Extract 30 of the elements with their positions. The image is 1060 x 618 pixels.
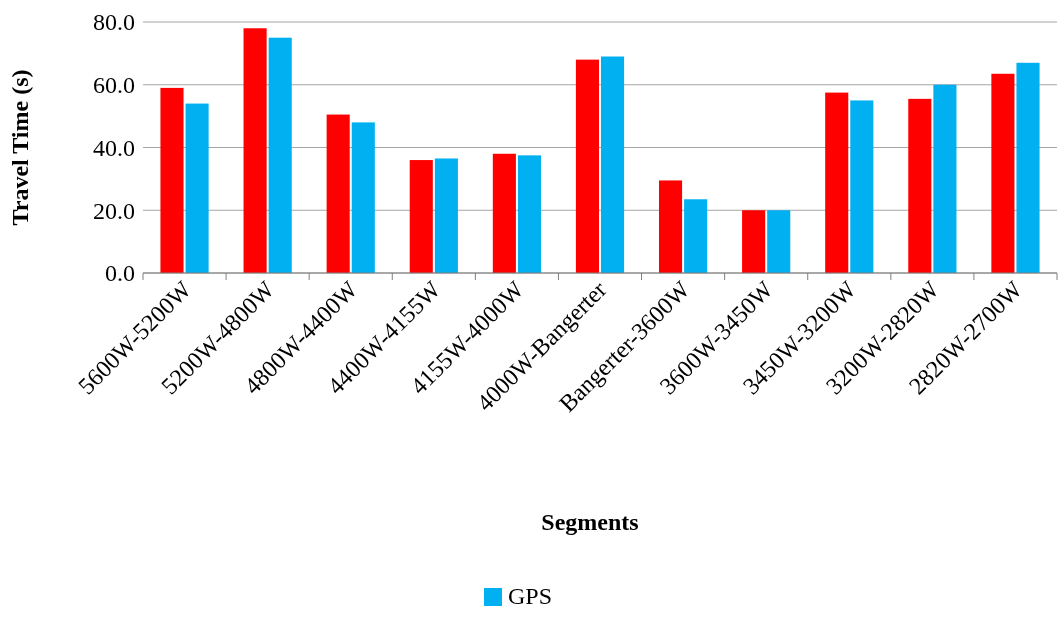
bar bbox=[933, 84, 957, 273]
bar bbox=[351, 122, 375, 273]
bar bbox=[492, 153, 516, 273]
y-tick-label: 40.0 bbox=[93, 134, 135, 161]
bar bbox=[243, 28, 267, 273]
bar bbox=[409, 160, 433, 273]
y-tick-label: 80.0 bbox=[93, 9, 135, 36]
bar bbox=[160, 87, 184, 273]
bar bbox=[684, 199, 708, 273]
y-axis-title: Travel Time (s) bbox=[7, 69, 33, 226]
bar bbox=[185, 103, 209, 273]
bar bbox=[1016, 62, 1040, 273]
bar bbox=[575, 59, 599, 273]
bar bbox=[601, 56, 625, 273]
bar bbox=[991, 73, 1015, 273]
x-axis-title: Segments bbox=[541, 509, 639, 535]
bar bbox=[850, 100, 874, 273]
legend-label: GPS bbox=[508, 583, 553, 609]
bar bbox=[742, 210, 766, 273]
bar bbox=[517, 155, 542, 273]
y-tick-label: 0.0 bbox=[105, 260, 135, 287]
bar bbox=[825, 92, 849, 273]
y-tick-label: 60.0 bbox=[93, 72, 135, 99]
bar bbox=[326, 114, 350, 273]
bar bbox=[434, 158, 458, 273]
bar bbox=[268, 37, 292, 273]
bar bbox=[908, 98, 932, 273]
bar bbox=[767, 210, 791, 273]
y-tick-label: 20.0 bbox=[93, 197, 135, 224]
bar bbox=[659, 180, 683, 273]
